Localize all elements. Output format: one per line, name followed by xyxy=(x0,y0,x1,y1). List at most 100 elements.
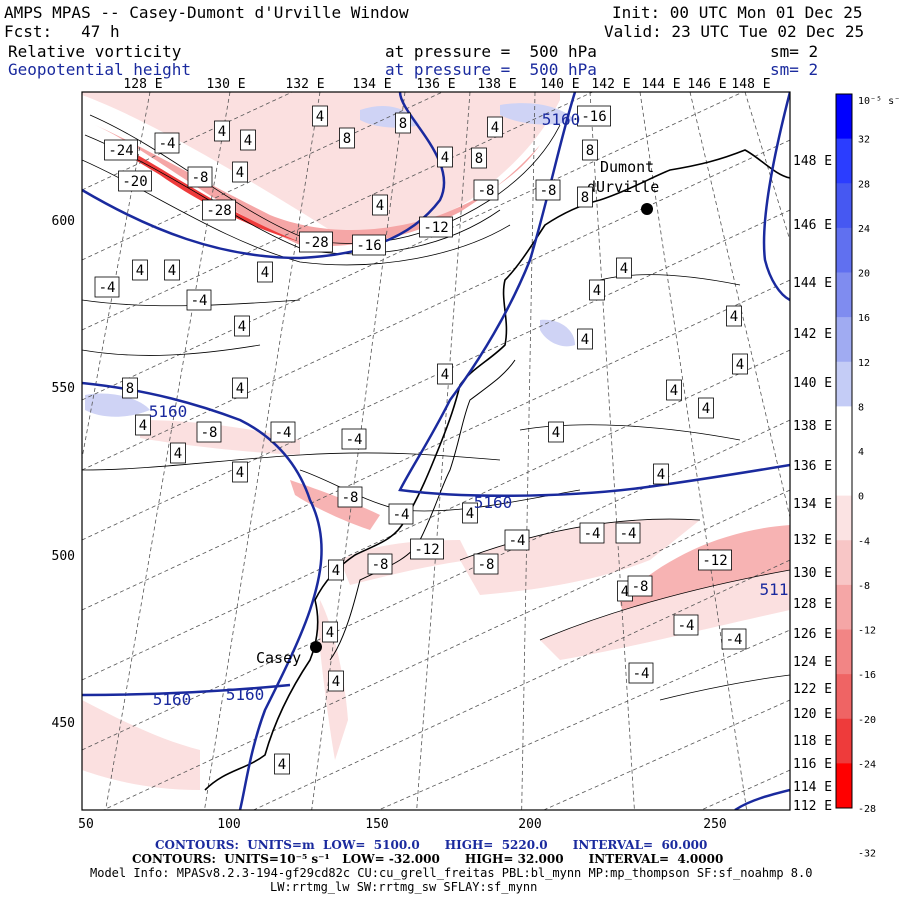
colorbar-tick-label: 24 xyxy=(858,224,870,235)
field2-smoothing: sm= 2 xyxy=(770,60,819,79)
colorbar-swatch xyxy=(836,361,852,407)
right-lon-label: 120 E xyxy=(793,707,832,722)
right-lon-label: 130 E xyxy=(793,566,832,581)
init-time: Init: 00 UTC Mon 01 Dec 25 xyxy=(612,3,863,22)
vorticity-contour-label: 4 xyxy=(621,584,629,600)
vorticity-contour-label: -4 xyxy=(678,618,695,634)
vorticity-contour-label: -4 xyxy=(191,293,208,309)
right-lon-label: 114 E xyxy=(793,780,832,795)
vorticity-contour-label: 4 xyxy=(736,357,744,373)
top-lon-label: 130 E xyxy=(206,77,245,92)
colorbar xyxy=(835,93,853,809)
vorticity-contour-label: 4 xyxy=(278,757,286,773)
forecast-hour: Fcst: 47 h xyxy=(4,22,120,41)
vorticity-contour-label: -8 xyxy=(342,490,359,506)
colorbar-tick-label: 28 xyxy=(858,179,870,190)
y-axis-tick-label: 550 xyxy=(52,381,75,396)
vorticity-label-box xyxy=(698,397,714,419)
vorticity-contour-label: -4 xyxy=(393,507,410,523)
vorticity-contour-label: -4 xyxy=(509,533,526,549)
vorticity-label-box xyxy=(187,166,213,188)
vorticity-contour-label: 4 xyxy=(332,563,340,579)
valid-time: Valid: 23 UTC Tue 02 Dec 25 xyxy=(604,22,865,41)
y-axis-tick-label: 500 xyxy=(52,549,75,564)
vorticity-label-box xyxy=(164,259,180,281)
x-axis-tick-label: 250 xyxy=(703,817,726,832)
vorticity-label-box xyxy=(628,662,654,684)
vorticity-label-box xyxy=(367,553,393,575)
vorticity-label-box xyxy=(721,628,747,650)
vorticity-label-box xyxy=(339,127,355,149)
colorbar-swatch xyxy=(836,94,852,140)
vorticity-label-box xyxy=(487,116,503,138)
vorticity-contour-label: -4 xyxy=(275,425,292,441)
vorticity-contour-label: 4 xyxy=(236,465,244,481)
x-axis-tick-label: 150 xyxy=(365,817,388,832)
y-axis-tick-label: 600 xyxy=(52,214,75,229)
x-axis-tick-label: 50 xyxy=(78,817,94,832)
colorbar-frame xyxy=(835,93,853,809)
colorbar-swatch xyxy=(836,674,852,720)
vorticity-label-box xyxy=(232,461,248,483)
vorticity-contour-label: -8 xyxy=(632,579,649,595)
vorticity-contour-label: 4 xyxy=(236,381,244,397)
colorbar-tick-label: 20 xyxy=(858,269,870,280)
vorticity-label-box xyxy=(615,522,641,544)
field2-name: Geopotential height xyxy=(8,60,192,79)
top-lon-label: 146 E xyxy=(687,77,726,92)
x-axis-tick-label: 100 xyxy=(217,817,240,832)
vorticity-label-box xyxy=(582,139,598,161)
top-lon-label: 144 E xyxy=(641,77,680,92)
right-lon-label: 146 E xyxy=(793,218,832,233)
vorticity-label-box xyxy=(616,257,632,279)
vorticity-label-box xyxy=(698,549,732,571)
footer-height-contours: CONTOURS: UNITS=m LOW= 5100.0 HIGH= 5220… xyxy=(155,838,708,852)
vorticity-contour-label: 4 xyxy=(702,401,710,417)
vorticity-label-box xyxy=(473,179,499,201)
colorbar-tick-label: -16 xyxy=(858,670,876,681)
colorbar-tick-label: 4 xyxy=(858,447,864,458)
vorticity-contour-label: -4 xyxy=(159,136,176,152)
vorticity-label-box xyxy=(726,305,742,327)
vorticity-label-box xyxy=(577,105,611,127)
colorbar-tick-label: -28 xyxy=(858,804,876,815)
vorticity-label-box xyxy=(372,194,388,216)
vorticity-contour-label: 4 xyxy=(332,674,340,690)
y-axis-tick-label: 450 xyxy=(52,716,75,731)
colorbar-swatch xyxy=(836,451,852,497)
top-lon-label: 142 E xyxy=(591,77,630,92)
footer-model-info: Model Info: MPASv8.2.3-194-gf29cd82c CU:… xyxy=(90,866,813,880)
neg-vorticity-coastal-2 xyxy=(290,480,380,530)
vorticity-label-box xyxy=(322,621,338,643)
top-lon-label: 140 E xyxy=(540,77,579,92)
vorticity-label-box xyxy=(240,129,256,151)
vorticity-contour-label: -8 xyxy=(372,557,389,573)
vorticity-label-box xyxy=(274,753,290,775)
vorticity-contour-label: 8 xyxy=(399,116,407,132)
vorticity-contour-label: -28 xyxy=(206,203,231,219)
right-lon-label: 148 E xyxy=(793,154,832,169)
right-lon-label: 132 E xyxy=(793,533,832,548)
right-lon-label: 116 E xyxy=(793,757,832,772)
vorticity-contour-label: 4 xyxy=(441,150,449,166)
vorticity-label-box xyxy=(337,486,363,508)
vorticity-label-box xyxy=(214,120,230,142)
vorticity-label-box xyxy=(388,503,414,525)
durville-label: dUrville xyxy=(587,178,659,196)
pos-vorticity-west xyxy=(85,393,150,417)
colorbar-swatch xyxy=(836,138,852,184)
vorticity-contour-label: 4 xyxy=(376,198,384,214)
height-contour-label: 5160 xyxy=(153,690,192,709)
top-lon-label: 134 E xyxy=(352,77,391,92)
right-lon-label: 138 E xyxy=(793,419,832,434)
vorticity-contour-label: 4 xyxy=(581,332,589,348)
neg-vorticity-west xyxy=(82,700,200,790)
vorticity-label-box xyxy=(312,105,328,127)
top-lon-label: 128 E xyxy=(123,77,162,92)
vorticity-contour-label: 4 xyxy=(236,165,244,181)
colorbar-swatch xyxy=(836,227,852,273)
colorbar-unit: 10⁻⁵ s⁻¹ xyxy=(858,96,900,107)
vorticity-contour-label: -24 xyxy=(108,143,133,159)
vorticity-label-box xyxy=(504,529,530,551)
